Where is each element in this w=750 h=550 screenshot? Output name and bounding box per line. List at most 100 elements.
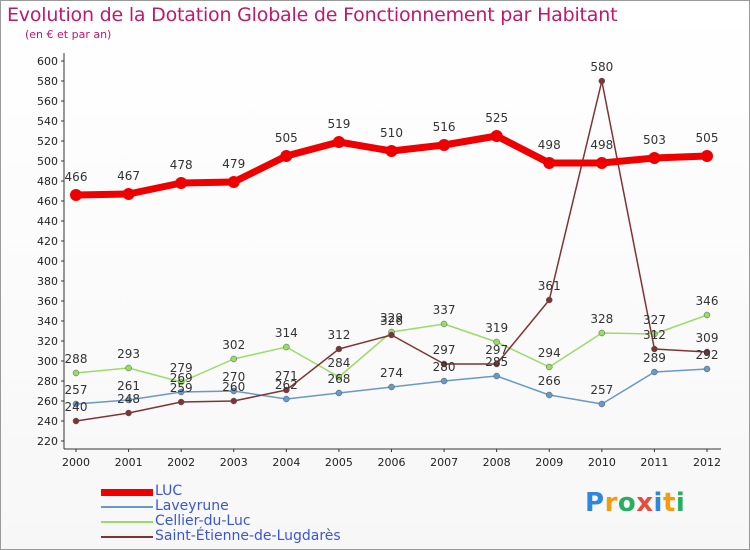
data-point <box>72 400 80 408</box>
chart-title: Evolution de la Dotation Globale de Fonc… <box>7 4 618 26</box>
data-label: 257 <box>65 383 88 397</box>
data-label: 270 <box>222 370 245 384</box>
y-tick-label: 540 <box>37 115 58 128</box>
x-tick-label: 2002 <box>167 456 195 469</box>
brand-letter: o <box>617 488 637 518</box>
y-tick-label: 300 <box>37 355 58 368</box>
y-tick-label: 580 <box>37 75 58 88</box>
y-tick-label: 280 <box>37 375 58 388</box>
y-tick-label: 520 <box>37 135 58 148</box>
data-point <box>227 176 240 188</box>
data-label: 269 <box>170 371 193 385</box>
data-point <box>70 189 82 201</box>
data-label: 510 <box>380 126 403 140</box>
legend-label: Cellier-du-Luc <box>155 513 251 529</box>
y-tick-label: 240 <box>37 415 58 428</box>
data-point <box>122 188 135 200</box>
legend-swatch <box>101 506 153 508</box>
data-point <box>543 157 556 169</box>
data-point <box>493 372 500 380</box>
data-point <box>125 409 132 417</box>
data-label: 284 <box>327 356 350 370</box>
data-point <box>546 391 553 399</box>
data-point <box>703 365 711 373</box>
data-point <box>335 345 343 353</box>
data-label: 297 <box>433 343 456 357</box>
data-label: 268 <box>327 372 350 386</box>
data-label: 271 <box>275 369 298 383</box>
x-tick-label: 2012 <box>693 456 721 469</box>
data-label: 294 <box>538 346 561 360</box>
data-point <box>125 396 132 404</box>
y-tick-label: 220 <box>37 435 58 448</box>
brand-letter: P <box>585 488 605 518</box>
data-label: 289 <box>643 351 666 365</box>
data-label: 498 <box>590 138 613 152</box>
data-point <box>283 386 290 394</box>
data-label: 361 <box>538 279 561 293</box>
data-label: 329 <box>380 311 403 325</box>
brand-letter: r <box>604 488 618 518</box>
x-tick-label: 2011 <box>640 456 668 469</box>
data-label: 279 <box>170 361 193 375</box>
data-point <box>283 343 290 351</box>
data-point <box>440 320 448 328</box>
data-point <box>177 378 185 386</box>
data-point <box>651 368 658 376</box>
x-tick-label: 2006 <box>378 456 406 469</box>
data-point <box>388 331 395 339</box>
data-point <box>177 398 185 406</box>
x-tick-label: 2009 <box>535 456 563 469</box>
legend-swatch <box>101 521 153 523</box>
legend-swatch <box>101 488 153 496</box>
data-point <box>701 150 713 162</box>
data-label: 479 <box>222 157 245 171</box>
data-point <box>493 360 500 368</box>
x-tick-label: 2005 <box>325 456 353 469</box>
data-label: 259 <box>170 381 193 395</box>
data-point <box>125 364 132 372</box>
data-label: 466 <box>65 170 88 184</box>
y-tick-label: 360 <box>37 295 58 308</box>
data-point <box>703 311 711 319</box>
data-label: 302 <box>222 338 245 352</box>
data-label: 505 <box>275 131 298 145</box>
data-point <box>440 377 448 385</box>
data-point <box>598 329 606 337</box>
data-label: 327 <box>643 313 666 327</box>
data-label: 292 <box>696 348 719 362</box>
data-label: 346 <box>696 294 719 308</box>
data-label: 328 <box>590 312 613 326</box>
brand-letter: x <box>636 488 654 518</box>
y-tick-label: 480 <box>37 175 58 188</box>
data-point <box>72 417 80 425</box>
data-label: 248 <box>117 392 140 406</box>
brand-letter: t <box>662 488 676 518</box>
data-label: 280 <box>433 360 456 374</box>
data-point <box>493 338 500 346</box>
data-label: 580 <box>590 60 613 74</box>
chart-subtitle: (en € et par an) <box>25 28 112 41</box>
data-point <box>230 355 237 363</box>
x-tick-label: 2003 <box>220 456 248 469</box>
data-point <box>440 360 448 368</box>
brand-letter: i <box>675 488 686 518</box>
legend-label: Laveyrune <box>155 498 229 514</box>
data-point <box>385 145 398 157</box>
data-point <box>280 150 293 162</box>
data-point <box>438 139 451 151</box>
y-tick-label: 260 <box>37 395 58 408</box>
data-label: 498 <box>538 138 561 152</box>
data-point <box>598 400 606 408</box>
x-tick-label: 2000 <box>62 456 90 469</box>
x-tick-label: 2010 <box>588 456 616 469</box>
data-point <box>651 345 658 353</box>
data-label: 525 <box>485 111 508 125</box>
data-point <box>175 177 188 189</box>
y-tick-label: 600 <box>37 55 58 68</box>
legend-label: Saint-Étienne-de-Lugdarès <box>155 528 341 544</box>
legend-swatch <box>101 536 153 538</box>
y-tick-label: 500 <box>37 155 58 168</box>
data-point <box>598 77 606 85</box>
